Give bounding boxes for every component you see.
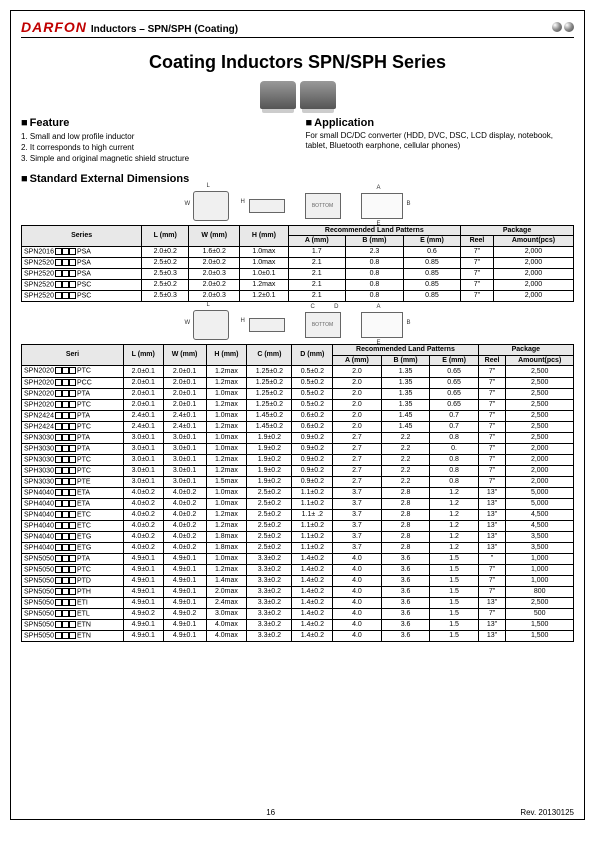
feature-item: 3. Simple and original magnetic shield s… bbox=[21, 153, 290, 164]
table-row: SPN2020PTA 2.0±0.12.0±0.11.0max1.25±0.20… bbox=[22, 388, 574, 399]
dim-label: H bbox=[241, 318, 245, 324]
inductor-image bbox=[300, 81, 336, 109]
th: H (mm) bbox=[206, 345, 247, 366]
feature-item: 2. It corresponds to high current bbox=[21, 142, 290, 153]
table-row: SPH2520PSA 2.5±0.32.0±0.31.0±0.1 2.10.80… bbox=[22, 269, 574, 280]
table-row: SPN2520PSA 2.5±0.22.0±0.21.0max 2.10.80.… bbox=[22, 257, 574, 268]
dim-label: L bbox=[207, 302, 210, 308]
dim-label: D bbox=[334, 304, 338, 310]
dimensions-table-1: Series L (mm) W (mm) H (mm) Recommended … bbox=[21, 225, 574, 303]
th: Recommended Land Patterns bbox=[333, 345, 478, 356]
feature-heading: Feature bbox=[21, 117, 290, 129]
th: E (mm) bbox=[430, 355, 478, 366]
th: A (mm) bbox=[333, 355, 381, 366]
dim-label: W bbox=[185, 320, 191, 326]
table-row: SPH3030PTC 3.0±0.13.0±0.11.2max1.9±0.20.… bbox=[22, 465, 574, 476]
inductor-image bbox=[260, 81, 296, 109]
diagram-row-1: L W H BOTTOM A B E bbox=[21, 191, 574, 221]
th: B (mm) bbox=[381, 355, 430, 366]
th: Recommended Land Patterns bbox=[288, 225, 460, 236]
dim-label: E bbox=[377, 221, 381, 227]
dim-label: B bbox=[406, 201, 410, 207]
table-row: SPN3030PTC 3.0±0.13.0±0.11.2max1.9±0.20.… bbox=[22, 454, 574, 465]
th: Amount(pcs) bbox=[506, 355, 574, 366]
th: Package bbox=[478, 345, 573, 356]
table-row: SPN2020PTC 2.0±0.12.0±0.11.2max1.25±0.20… bbox=[22, 366, 574, 377]
dim-label: B bbox=[406, 320, 410, 326]
table-row: SPN2424PTA 2.4±0.12.4±0.11.0max1.45±0.20… bbox=[22, 410, 574, 421]
application-heading: Application bbox=[306, 117, 575, 129]
table-row: SPN5050PTC 4.9±0.14.9±0.11.2max3.3±0.21.… bbox=[22, 565, 574, 576]
table-row: SPH4040ETC 4.0±0.24.0±0.21.2max2.5±0.21.… bbox=[22, 520, 574, 531]
page-number: 16 bbox=[266, 808, 275, 817]
table-row: SPN4040ETC 4.0±0.24.0±0.21.2max2.5±0.21.… bbox=[22, 509, 574, 520]
table-row: SPH2424PTC 2.4±0.12.4±0.11.2max1.45±0.20… bbox=[22, 421, 574, 432]
main-title: Coating Inductors SPN/SPH Series bbox=[21, 52, 574, 73]
table-row: SPN2520PSC 2.5±0.22.0±0.21.2max 2.10.80.… bbox=[22, 280, 574, 291]
table-row: SPN5050ETN 4.9±0.14.9±0.14.0max3.3±0.21.… bbox=[22, 620, 574, 631]
table-row: SPN5050PTD 4.9±0.14.9±0.11.4max3.3±0.21.… bbox=[22, 576, 574, 587]
table-row: SPH4040ETA 4.0±0.24.0±0.21.0max2.5±0.21.… bbox=[22, 498, 574, 509]
table-row: SPN4040ETG 4.0±0.24.0±0.21.8max2.5±0.21.… bbox=[22, 531, 574, 542]
table-row: SPH2020PCC 2.0±0.12.0±0.11.2max1.25±0.20… bbox=[22, 377, 574, 388]
th: H (mm) bbox=[240, 225, 288, 246]
feature-list: 1. Small and low profile inductor 2. It … bbox=[21, 131, 290, 165]
dim-label: A bbox=[377, 185, 381, 191]
th: A (mm) bbox=[288, 236, 345, 247]
application-text: For small DC/DC converter (HDD, DVC, DSC… bbox=[306, 131, 575, 152]
th: Package bbox=[461, 225, 574, 236]
table-row: SPN2016PSA 2.0±0.21.6±0.21.0max 1.72.30.… bbox=[22, 246, 574, 257]
th: L (mm) bbox=[142, 225, 189, 246]
feature-item: 1. Small and low profile inductor bbox=[21, 131, 290, 142]
th: L (mm) bbox=[123, 345, 163, 366]
dim-label: A bbox=[377, 304, 381, 310]
th-series: Series bbox=[22, 225, 142, 246]
bottom-label: BOTTOM bbox=[305, 312, 341, 338]
diagram-row-2: L W H BOTTOM C D A B E bbox=[21, 310, 574, 340]
dim-label: C bbox=[311, 304, 315, 310]
table-row: SPH2020PTC 2.0±0.12.0±0.11.2max1.25±0.20… bbox=[22, 399, 574, 410]
bottom-label: BOTTOM bbox=[305, 193, 341, 219]
product-images bbox=[21, 81, 574, 109]
header-decoration bbox=[552, 22, 574, 32]
dim-label: H bbox=[241, 199, 245, 205]
th: Reel bbox=[461, 236, 494, 247]
th: W (mm) bbox=[189, 225, 240, 246]
dim-label: W bbox=[185, 201, 191, 207]
revision: Rev. 20130125 bbox=[520, 808, 574, 817]
th: C (mm) bbox=[247, 345, 292, 366]
footer: 16 Rev. 20130125 bbox=[21, 808, 574, 817]
dimensions-heading: Standard External Dimensions bbox=[21, 173, 574, 185]
table-row: SPH5050ETN 4.9±0.14.9±0.14.0max3.3±0.21.… bbox=[22, 631, 574, 642]
header: DARFON Inductors – SPN/SPH (Coating) bbox=[21, 19, 574, 38]
th: Seri bbox=[22, 345, 124, 366]
dim-label: E bbox=[377, 340, 381, 346]
table-row: SPN4040ETA 4.0±0.24.0±0.21.0max2.5±0.21.… bbox=[22, 487, 574, 498]
logo: DARFON bbox=[21, 19, 87, 35]
table-row: SPN5050PTH 4.9±0.14.9±0.12.0max3.3±0.21.… bbox=[22, 587, 574, 598]
table-row: SPH3030PTA 3.0±0.13.0±0.11.0max1.9±0.20.… bbox=[22, 443, 574, 454]
header-title: Inductors – SPN/SPH (Coating) bbox=[91, 24, 238, 35]
dimensions-table-2: Seri L (mm) W (mm) H (mm) C (mm) D (mm) … bbox=[21, 344, 574, 642]
th: Reel bbox=[478, 355, 506, 366]
th: Amount(pcs) bbox=[493, 236, 573, 247]
th: W (mm) bbox=[163, 345, 206, 366]
th: B (mm) bbox=[345, 236, 403, 247]
dim-label: L bbox=[207, 183, 210, 189]
table-row: SPH4040ETG 4.0±0.24.0±0.21.8max2.5±0.21.… bbox=[22, 542, 574, 553]
th: E (mm) bbox=[403, 236, 460, 247]
table-row: SPH2520PSC 2.5±0.32.0±0.31.2±0.1 2.10.80… bbox=[22, 291, 574, 302]
th: D (mm) bbox=[292, 345, 333, 366]
table-row: SPN5050PTA 4.9±0.14.9±0.11.0max3.3±0.21.… bbox=[22, 554, 574, 565]
table-row: SPN5050ETL 4.9±0.24.9±0.23.0max3.3±0.21.… bbox=[22, 609, 574, 620]
table-row: SPN3030PTE 3.0±0.13.0±0.11.5max1.9±0.20.… bbox=[22, 476, 574, 487]
table-row: SPN5050ETI 4.9±0.14.9±0.12.4max3.3±0.21.… bbox=[22, 598, 574, 609]
table-row: SPN3030PTA 3.0±0.13.0±0.11.0max1.9±0.20.… bbox=[22, 432, 574, 443]
